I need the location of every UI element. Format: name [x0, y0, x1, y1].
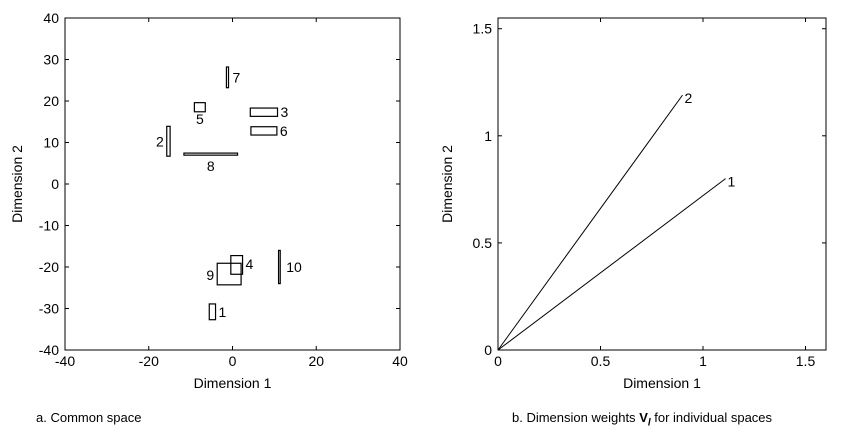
- x-axis-title: Dimension 1: [623, 375, 701, 391]
- point-label-6: 6: [280, 123, 288, 139]
- y-tick-label: -30: [39, 301, 59, 317]
- y-tick-label: -40: [39, 342, 59, 358]
- x-tick-label: 20: [308, 353, 324, 369]
- y-tick-label: -20: [39, 259, 59, 275]
- caption-text: b. Dimension weights: [512, 410, 636, 425]
- x-tick-label: 0: [229, 353, 237, 369]
- y-tick-label: 10: [43, 135, 59, 151]
- plot-frame: [497, 17, 827, 351]
- point-marker-4: [230, 254, 244, 275]
- point-marker-10: [277, 249, 281, 285]
- x-axis-title: Dimension 1: [194, 375, 272, 391]
- y-tick-label: 40: [43, 10, 59, 26]
- common-space-panel: -40 -20 0 20 40 -40 -30 -20 -10 0 10 20 30 40 Dimensio…: [9, 10, 408, 391]
- point-marker-5: [193, 102, 206, 113]
- x-tick-label: 1: [699, 353, 707, 369]
- vector-label-1: 1: [728, 174, 736, 190]
- point-marker-6: [250, 126, 278, 136]
- point-marker-9: [216, 262, 242, 286]
- y-tick-label: 0.5: [473, 235, 493, 251]
- y-tick-label: -10: [39, 218, 59, 234]
- y-axis-title: Dimension 2: [439, 145, 455, 223]
- point-label-8: 8: [207, 158, 215, 174]
- point-marker-2: [166, 125, 171, 157]
- y-axis-title: Dimension 2: [9, 145, 25, 223]
- weight-vector-1: [497, 178, 726, 351]
- caption-symbol: V: [639, 410, 648, 425]
- point-marker-8: [183, 152, 239, 156]
- x-tick-label: 1.5: [796, 353, 816, 369]
- vector-label-2: 2: [685, 90, 693, 106]
- point-label-3: 3: [281, 104, 289, 120]
- point-marker-3: [249, 107, 279, 117]
- x-tick-label: -40: [55, 353, 75, 369]
- point-label-7: 7: [233, 69, 241, 85]
- point-label-1: 1: [219, 304, 227, 320]
- point-label-2: 2: [156, 133, 164, 149]
- dimension-weights-panel: 0 0.5 1 1.5 0 0.5 1 1.5 Dimension 1 Dimension 2 1 2: [439, 17, 827, 391]
- y-tick-label: 0: [51, 176, 59, 192]
- caption-subscript: l: [647, 417, 651, 429]
- x-tick-label: 0: [494, 353, 502, 369]
- point-label-5: 5: [196, 111, 204, 127]
- point-label-4: 4: [246, 256, 254, 272]
- caption-common-space: a. Common space: [36, 410, 142, 425]
- y-tick-label: 0: [484, 342, 492, 358]
- x-tick-label: -20: [139, 353, 159, 369]
- x-tick-label: 0.5: [591, 353, 611, 369]
- y-tick-label: 1: [484, 128, 492, 144]
- point-label-9: 9: [206, 267, 214, 283]
- point-marker-1: [208, 303, 217, 321]
- y-tick-label: 30: [43, 52, 59, 68]
- caption-tail: for individual spaces: [650, 410, 773, 425]
- y-tick-label: 20: [43, 93, 59, 109]
- caption-dimension-weights: b. Dimension weights Vl for individual s…: [512, 410, 772, 429]
- weight-vector-2: [497, 94, 683, 351]
- plot-frame: [64, 17, 401, 351]
- x-tick-label: 40: [392, 353, 408, 369]
- point-label-10: 10: [286, 259, 302, 275]
- y-tick-label: 1.5: [473, 21, 493, 37]
- point-marker-7: [225, 66, 230, 89]
